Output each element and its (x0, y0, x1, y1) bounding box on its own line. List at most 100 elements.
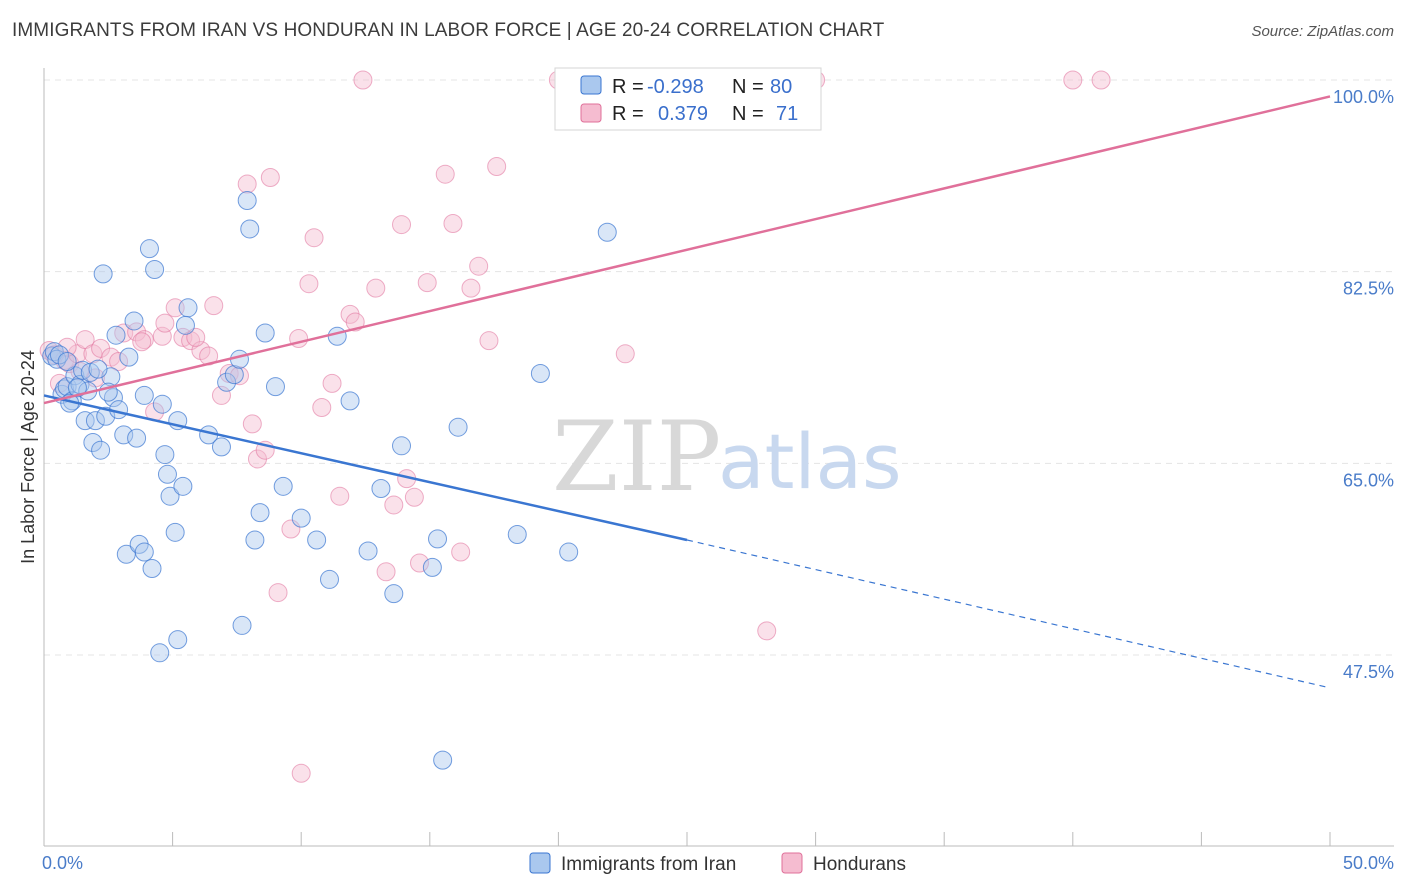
legend-iran-r-value: -0.298 (647, 76, 704, 98)
iran-point (291, 508, 311, 528)
honduran-point (435, 164, 455, 184)
legend-honduran-r-label: R = (612, 103, 644, 125)
honduran-point (376, 562, 396, 582)
iran-point (91, 440, 111, 460)
iran-point (83, 433, 103, 453)
source-label: Source: ZipAtlas.com (1251, 23, 1394, 40)
iran-point (57, 351, 77, 371)
iran-point (265, 377, 285, 397)
honduran-point (366, 278, 386, 298)
iran-point (327, 326, 347, 346)
legend-honduran-n-label: N = (732, 103, 764, 125)
legend-honduran-n-value: 71 (776, 103, 798, 125)
honduran-point (487, 157, 507, 177)
iran-point (165, 522, 185, 542)
iran-point (559, 542, 579, 562)
y-tick-label: 82.5% (1343, 279, 1394, 299)
iran-point (88, 359, 108, 379)
iran-point (422, 557, 442, 577)
iran-point (160, 486, 180, 506)
iran-point (237, 190, 257, 210)
iran-point (229, 349, 249, 369)
trend-lines (43, 95, 1331, 689)
iran-point (134, 385, 154, 405)
honduran-point (443, 213, 463, 233)
iran-point (597, 222, 617, 242)
honduran-point (291, 763, 311, 783)
iran-point (340, 391, 360, 411)
iran-point (157, 464, 177, 484)
iran-point (145, 259, 165, 279)
iran-point (152, 394, 172, 414)
y-tick-label: 47.5% (1343, 662, 1394, 682)
honduran-point (312, 397, 332, 417)
honduran-point (1063, 70, 1083, 90)
honduran-point (237, 174, 257, 194)
honduran-point (127, 322, 147, 342)
iran-point (119, 347, 139, 367)
bottom-legend-label-honduran: Hondurans (813, 854, 906, 875)
iran-point (49, 345, 69, 365)
iran-point (319, 569, 339, 589)
x-tick-label-min: 0.0% (42, 853, 83, 873)
iran-point (217, 372, 237, 392)
iran-point (155, 445, 175, 465)
iran-point (384, 584, 404, 604)
series-legend: Immigrants from Iran Hondurans (529, 852, 906, 875)
y-tick-label: 100.0% (1333, 87, 1394, 107)
iran-point (173, 476, 193, 496)
honduran-point (410, 553, 430, 573)
iran-point (428, 529, 448, 549)
legend-iran-n-label: N = (732, 76, 764, 98)
honduran-point (57, 337, 77, 357)
bottom-legend-swatch-iran (529, 852, 551, 874)
honduran-point (268, 583, 288, 603)
bottom-legend-label-iran: Immigrants from Iran (561, 854, 736, 875)
iran-point (507, 525, 527, 545)
iran-point (168, 630, 188, 650)
honduran-point (461, 278, 481, 298)
iran-point (224, 365, 244, 385)
honduran-point (353, 70, 373, 90)
iran-trend-extension (686, 539, 1331, 689)
iran-point (211, 437, 231, 457)
iran-point (124, 311, 144, 331)
x-tick-label-max: 50.0% (1343, 853, 1394, 873)
y-tick-labels: 47.5% 65.0% 82.5% 100.0% (1333, 87, 1394, 682)
iran-point (530, 364, 550, 384)
y-axis-label: In Labor Force | Age 20-24 (18, 350, 38, 564)
honduran-point (1091, 70, 1111, 90)
iran-point (139, 239, 159, 259)
iran-point (93, 264, 113, 284)
iran-point (134, 542, 154, 562)
iran-point (114, 425, 134, 445)
iran-point (371, 479, 391, 499)
honduran-point (404, 487, 424, 507)
honduran-point (260, 167, 280, 187)
honduran-point (299, 274, 319, 294)
iran-point (273, 476, 293, 496)
iran-point (67, 378, 87, 398)
chart-title: IMMIGRANTS FROM IRAN VS HONDURAN IN LABO… (12, 20, 885, 41)
iran-point (73, 360, 93, 380)
iran-point (85, 411, 105, 431)
iran-point (240, 219, 260, 239)
honduran-point (322, 373, 342, 393)
honduran-point (109, 351, 129, 371)
iran-point (178, 298, 198, 318)
honduran-point (615, 344, 635, 364)
honduran-point (181, 331, 201, 351)
watermark-atlas: atlas (718, 417, 902, 506)
honduran-point (304, 228, 324, 248)
honduran-point (392, 215, 412, 235)
y-tick-label: 65.0% (1343, 470, 1394, 490)
iran-point (392, 436, 412, 456)
honduran-point (451, 542, 471, 562)
x-tick-marks (172, 832, 1331, 846)
iran-point (150, 643, 170, 663)
honduran-point (186, 327, 206, 347)
iran-point (175, 315, 195, 335)
grid-lines (44, 79, 1394, 656)
honduran-point (384, 495, 404, 515)
